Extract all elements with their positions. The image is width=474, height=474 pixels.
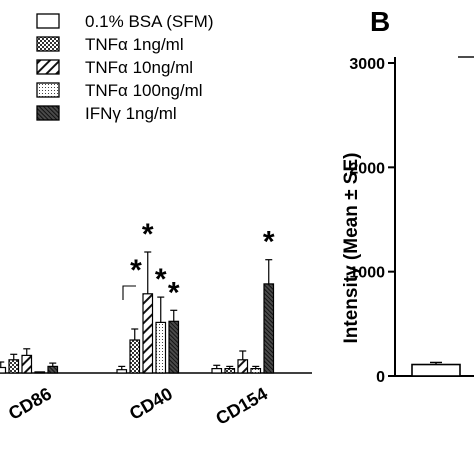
panel-b-label: B	[370, 6, 390, 37]
panel-a-chart: CD86 CD40 CD154*** **	[0, 218, 312, 429]
significance-asterisk: *	[168, 276, 180, 309]
legend-label: 0.1% BSA (SFM)	[85, 12, 213, 31]
y-axis-title: Intensity (Mean ± SE)	[341, 153, 362, 344]
bar	[21, 354, 33, 374]
bar	[211, 368, 223, 374]
legend-swatch	[36, 82, 60, 98]
y-tick-label: 1000	[349, 265, 385, 282]
y-tick-label: 2000	[349, 160, 385, 177]
legend-label: TNFα 1ng/ml	[85, 35, 184, 54]
bar	[237, 359, 249, 374]
bar	[116, 369, 128, 374]
legend-swatch	[36, 105, 60, 121]
significance-asterisk: *	[130, 254, 142, 287]
y-tick-label: 3000	[349, 56, 385, 73]
significance-asterisk: *	[263, 226, 275, 259]
significance-asterisk: *	[142, 218, 154, 251]
bar	[8, 359, 20, 374]
bar	[263, 283, 275, 374]
category-label: CD40	[126, 383, 176, 423]
bar	[34, 371, 46, 374]
significance-asterisk: *	[155, 263, 167, 296]
bar	[142, 293, 154, 374]
legend-swatch	[36, 36, 60, 52]
legend-label: TNFα 100ng/ml	[85, 81, 203, 100]
y-tick-label: 0	[376, 369, 385, 386]
bar	[155, 321, 167, 374]
bar	[250, 368, 262, 374]
legend-label: TNFα 10ng/ml	[85, 58, 193, 77]
bar	[0, 366, 7, 374]
bar	[411, 363, 461, 377]
bar	[129, 339, 141, 374]
significance-bracket	[122, 285, 136, 300]
bar	[224, 368, 236, 374]
legend-swatch	[36, 13, 60, 29]
legend: 0.1% BSA (SFM) TNFα 1ng/ml TNFα 10ng/ml TNF…	[36, 12, 213, 123]
category-label: CD154	[212, 383, 271, 428]
bar	[47, 365, 59, 374]
bar	[168, 320, 180, 374]
legend-swatch	[36, 59, 60, 75]
legend-label: IFNγ 1ng/ml	[85, 104, 177, 123]
panel-b-chart: 0 1000 2000 3000 Intensity (Mean ± SE)	[341, 56, 474, 386]
category-label: CD86	[5, 383, 55, 423]
